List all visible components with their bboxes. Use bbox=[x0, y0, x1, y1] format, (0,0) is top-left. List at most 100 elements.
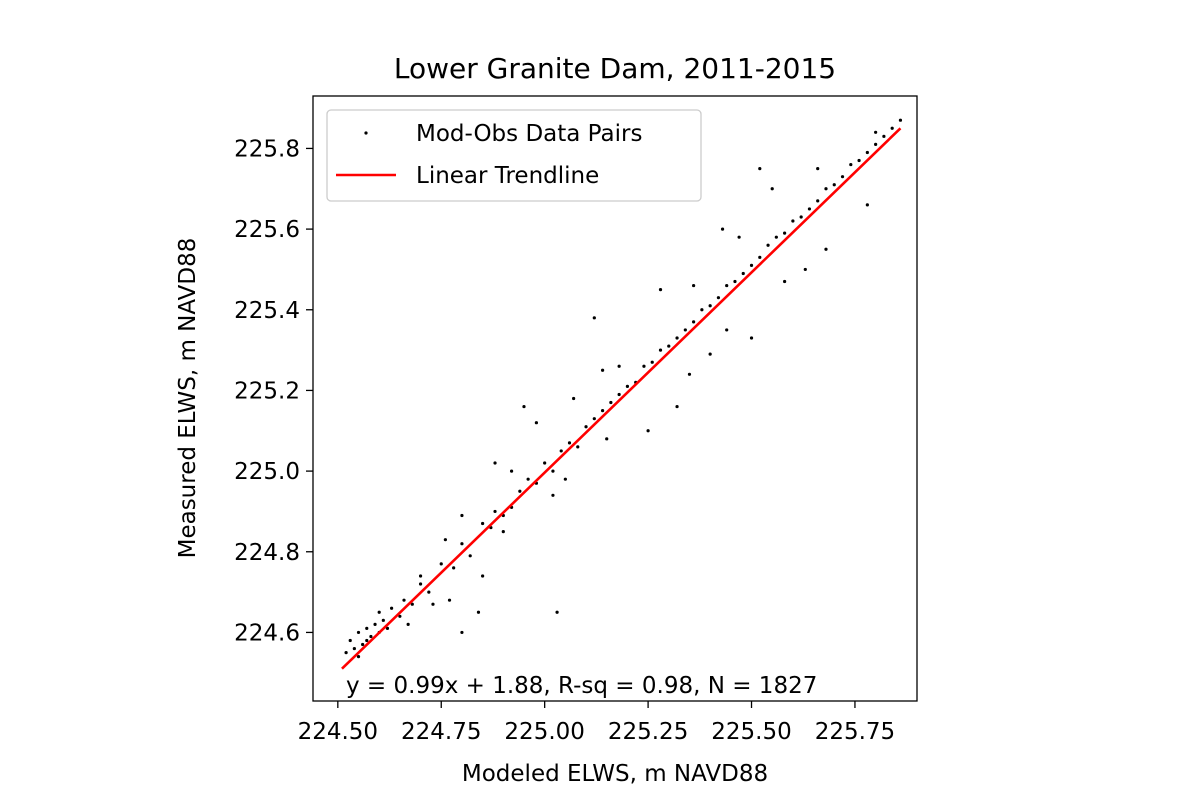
data-point bbox=[584, 425, 588, 429]
data-point bbox=[460, 542, 464, 546]
trendline bbox=[341, 127, 902, 670]
data-point bbox=[807, 207, 812, 211]
data-point bbox=[365, 638, 369, 643]
data-point bbox=[758, 255, 762, 259]
data-point bbox=[452, 566, 456, 570]
y-tick-label: 224.8 bbox=[234, 540, 300, 566]
y-tick-label: 225.4 bbox=[234, 298, 300, 324]
data-point bbox=[555, 610, 559, 614]
data-point bbox=[766, 243, 770, 247]
plot-area bbox=[312, 95, 918, 702]
data-point bbox=[650, 360, 654, 364]
legend-label-trendline: Linear Trendline bbox=[416, 163, 599, 189]
data-point bbox=[348, 638, 352, 643]
data-point bbox=[551, 493, 555, 497]
x-tick-label: 224.75 bbox=[401, 719, 481, 745]
data-point bbox=[592, 316, 596, 320]
y-axis-label: Measured ELWS, m NAVD88 bbox=[175, 238, 201, 559]
data-point bbox=[460, 513, 464, 518]
data-point bbox=[716, 296, 721, 300]
data-point bbox=[882, 134, 886, 138]
data-point bbox=[344, 651, 348, 655]
data-point bbox=[522, 404, 526, 409]
legend: Mod-Obs Data Pairs Linear Trendline bbox=[326, 109, 702, 202]
data-point bbox=[439, 562, 443, 566]
trendline-layer bbox=[341, 127, 902, 670]
x-tick-label: 225.00 bbox=[504, 719, 584, 745]
chart-title: Lower Granite Dam, 2011-2015 bbox=[394, 52, 836, 85]
data-point bbox=[824, 247, 828, 251]
y-axis-ticks: 224.6 224.8 225.0 225.2 225.4 225.6 225.8 bbox=[234, 136, 313, 646]
data-point bbox=[758, 167, 762, 171]
data-point bbox=[675, 404, 679, 409]
data-point bbox=[493, 461, 497, 465]
points-layer bbox=[344, 118, 903, 659]
y-tick-label: 225.2 bbox=[234, 378, 300, 404]
data-point bbox=[418, 582, 423, 586]
x-axis-label: Modeled ELWS, m NAVD88 bbox=[462, 761, 768, 787]
data-point bbox=[460, 630, 464, 635]
data-point bbox=[874, 142, 878, 146]
data-point bbox=[543, 461, 547, 465]
legend-marker-scatter bbox=[364, 131, 368, 135]
data-point bbox=[725, 328, 729, 332]
data-point bbox=[658, 288, 663, 292]
data-point bbox=[816, 199, 820, 203]
data-point bbox=[481, 521, 485, 526]
data-point bbox=[509, 469, 514, 473]
x-tick-label: 225.25 bbox=[608, 719, 688, 745]
legend-label-scatter: Mod-Obs Data Pairs bbox=[416, 121, 642, 147]
data-point bbox=[774, 235, 778, 239]
data-point bbox=[365, 626, 369, 631]
data-point bbox=[377, 610, 381, 614]
data-point bbox=[824, 187, 828, 191]
data-point bbox=[398, 614, 402, 618]
axes-frame bbox=[312, 95, 918, 702]
data-point bbox=[683, 328, 687, 332]
data-point bbox=[791, 219, 795, 223]
data-point bbox=[576, 445, 580, 449]
regression-annotation: y = 0.99x + 1.88, R-sq = 0.98, N = 1827 bbox=[346, 673, 817, 699]
data-point bbox=[749, 263, 754, 267]
data-point bbox=[898, 118, 903, 122]
data-point bbox=[803, 267, 807, 272]
data-point bbox=[352, 646, 356, 651]
data-point bbox=[600, 368, 605, 372]
data-point bbox=[865, 150, 869, 155]
data-point bbox=[733, 279, 737, 284]
data-point bbox=[783, 231, 787, 235]
data-point bbox=[692, 320, 696, 324]
data-point bbox=[770, 187, 774, 191]
data-point bbox=[749, 336, 754, 340]
data-point bbox=[406, 622, 410, 626]
data-point bbox=[692, 283, 696, 288]
y-tick-label: 225.6 bbox=[234, 217, 300, 243]
data-point bbox=[625, 384, 630, 388]
data-point bbox=[468, 554, 472, 558]
data-point bbox=[427, 590, 431, 594]
data-point bbox=[708, 352, 712, 356]
x-axis-ticks: 224.50 224.75 225.00 225.25 225.50 225.75 bbox=[298, 701, 895, 745]
data-point bbox=[418, 574, 423, 578]
data-point bbox=[642, 364, 646, 368]
data-point bbox=[675, 336, 679, 340]
data-point bbox=[381, 618, 385, 622]
data-point bbox=[874, 130, 878, 134]
data-point bbox=[816, 167, 820, 171]
data-point bbox=[708, 304, 712, 308]
data-point bbox=[551, 469, 555, 473]
y-tick-label: 224.6 bbox=[234, 620, 300, 646]
data-point bbox=[725, 283, 729, 288]
data-point bbox=[605, 437, 609, 441]
data-point bbox=[501, 530, 505, 534]
y-tick-label: 225.8 bbox=[234, 136, 300, 162]
data-point bbox=[390, 606, 394, 610]
data-point bbox=[526, 477, 530, 481]
data-point bbox=[559, 449, 563, 453]
data-point bbox=[617, 364, 621, 368]
data-point bbox=[534, 421, 538, 425]
data-point bbox=[385, 626, 390, 631]
data-point bbox=[799, 215, 803, 219]
data-point bbox=[840, 175, 845, 179]
